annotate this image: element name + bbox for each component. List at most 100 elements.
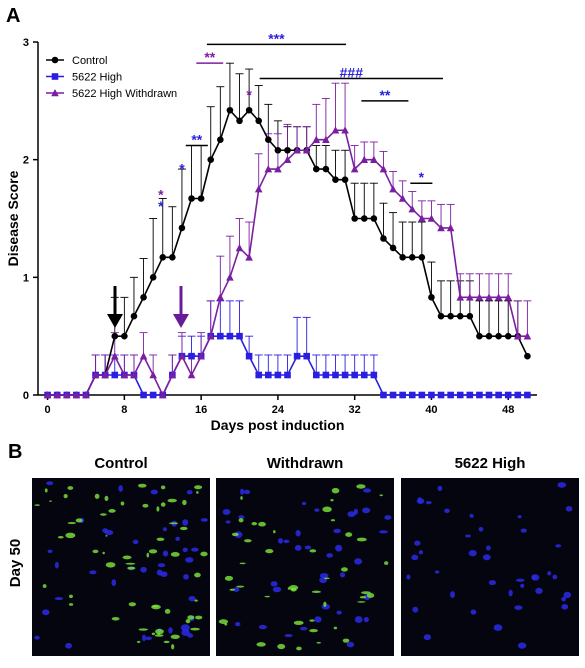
marker bbox=[380, 391, 387, 399]
nucleus bbox=[89, 570, 97, 575]
nucleus bbox=[300, 626, 308, 631]
stain bbox=[356, 484, 366, 489]
micrograph bbox=[32, 478, 210, 656]
nucleus bbox=[235, 622, 241, 627]
significance-label: * bbox=[179, 161, 185, 177]
stain bbox=[151, 605, 159, 608]
marker bbox=[322, 165, 330, 173]
marker bbox=[370, 371, 378, 379]
nucleus bbox=[270, 581, 278, 587]
error-bar bbox=[235, 73, 244, 121]
error-bar bbox=[283, 354, 292, 375]
marker bbox=[265, 371, 272, 379]
error-bar bbox=[245, 221, 254, 258]
nucleus bbox=[34, 635, 40, 640]
marker bbox=[235, 243, 244, 252]
marker bbox=[130, 312, 138, 320]
marker bbox=[284, 146, 291, 154]
stain bbox=[122, 555, 132, 560]
marker bbox=[264, 165, 273, 173]
marker bbox=[350, 165, 359, 173]
stain bbox=[229, 588, 235, 591]
stain bbox=[190, 627, 200, 631]
marker bbox=[158, 391, 167, 399]
stain bbox=[67, 522, 76, 525]
error-bar bbox=[523, 300, 532, 337]
stain bbox=[256, 642, 266, 647]
marker bbox=[523, 332, 532, 340]
error-bar bbox=[110, 296, 119, 337]
nucleus bbox=[145, 636, 152, 641]
stain bbox=[155, 628, 164, 635]
error-bar bbox=[264, 354, 273, 375]
stain bbox=[345, 532, 353, 537]
marker bbox=[389, 391, 397, 399]
nucleus bbox=[514, 605, 523, 610]
marker bbox=[485, 391, 493, 399]
marker bbox=[159, 254, 167, 261]
stain bbox=[102, 551, 105, 555]
error-bar bbox=[417, 221, 426, 258]
marker bbox=[274, 371, 282, 379]
marker bbox=[494, 293, 503, 301]
marker bbox=[495, 332, 502, 340]
stain bbox=[65, 532, 76, 539]
stain bbox=[171, 644, 175, 650]
nucleus bbox=[46, 481, 54, 486]
marker bbox=[466, 391, 474, 399]
marker bbox=[341, 371, 349, 379]
nucleus bbox=[150, 489, 158, 495]
error-bar bbox=[293, 316, 302, 357]
nucleus bbox=[295, 529, 301, 537]
marker bbox=[456, 293, 465, 301]
nucleus bbox=[283, 539, 290, 544]
marker bbox=[322, 135, 330, 143]
image-title: 5622 High bbox=[455, 455, 526, 472]
marker bbox=[178, 352, 186, 360]
stain bbox=[170, 552, 180, 557]
marker bbox=[274, 165, 282, 173]
stain bbox=[361, 591, 371, 595]
marker bbox=[217, 136, 224, 143]
stain bbox=[196, 491, 199, 494]
stain bbox=[264, 595, 271, 598]
marker bbox=[149, 370, 157, 379]
marker bbox=[379, 165, 388, 173]
stain bbox=[379, 494, 383, 497]
error-bar bbox=[350, 182, 359, 219]
marker bbox=[360, 155, 369, 163]
marker bbox=[293, 146, 301, 154]
marker bbox=[245, 253, 253, 261]
nucleus bbox=[65, 642, 73, 649]
stain bbox=[138, 628, 148, 631]
error-bar bbox=[321, 145, 330, 170]
error-bar bbox=[321, 98, 330, 140]
nucleus bbox=[314, 508, 320, 512]
stain bbox=[330, 498, 334, 502]
error-bar bbox=[235, 300, 244, 337]
nucleus bbox=[468, 549, 477, 557]
stain bbox=[187, 615, 195, 620]
marker bbox=[284, 371, 291, 379]
x-tick-label: 0 bbox=[45, 404, 51, 416]
marker bbox=[389, 244, 397, 252]
nucleus bbox=[552, 574, 558, 580]
marker bbox=[476, 391, 483, 399]
marker bbox=[72, 391, 81, 399]
marker bbox=[274, 146, 282, 154]
nucleus bbox=[278, 538, 284, 544]
error-bar bbox=[158, 198, 167, 258]
marker bbox=[110, 352, 119, 360]
stain bbox=[142, 503, 149, 508]
stain bbox=[68, 594, 73, 599]
error-bar bbox=[398, 221, 407, 258]
stain bbox=[340, 567, 348, 572]
stain bbox=[342, 638, 350, 643]
nucleus bbox=[191, 547, 199, 552]
nucleus bbox=[102, 528, 109, 533]
stain bbox=[100, 513, 107, 516]
stain bbox=[44, 488, 48, 493]
marker bbox=[62, 391, 71, 399]
nucleus bbox=[181, 629, 190, 636]
nucleus bbox=[175, 536, 181, 541]
